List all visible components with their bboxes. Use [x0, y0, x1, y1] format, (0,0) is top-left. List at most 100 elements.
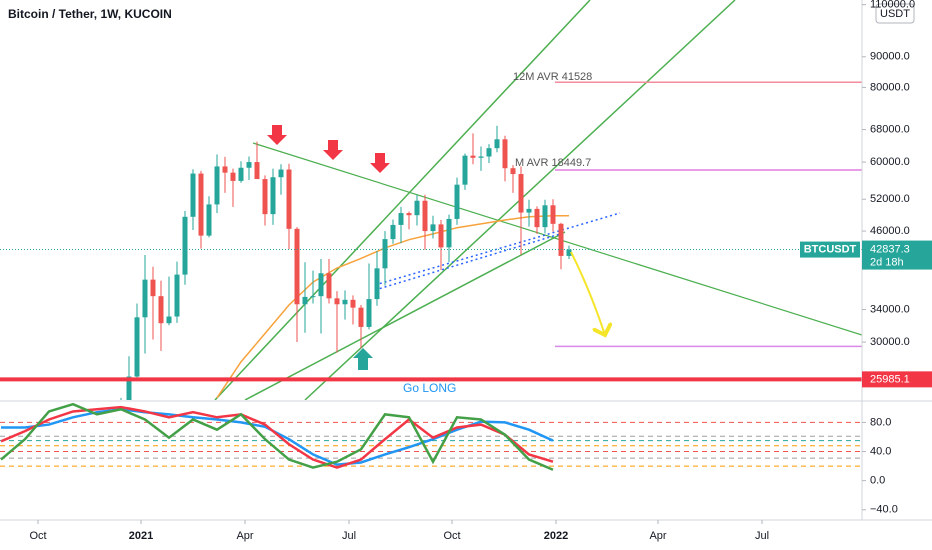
y-tick-label: 60000.0 — [870, 156, 910, 168]
candle-body — [526, 208, 532, 213]
x-tick-label: 2022 — [544, 530, 568, 542]
candle-body — [326, 273, 332, 299]
candle-body — [406, 213, 412, 216]
candle-body — [182, 216, 188, 275]
candle-body — [534, 208, 540, 228]
arrow — [570, 251, 605, 335]
candle-body — [390, 224, 396, 240]
y-tick-label: 68000.0 — [870, 123, 910, 135]
annotation: Go LONG — [403, 381, 456, 395]
arrow-up — [353, 348, 373, 370]
symbol: BTCUSDT — [804, 243, 857, 255]
indicator-pane — [0, 402, 862, 471]
currency-button[interactable] — [875, 3, 915, 24]
moving-average — [216, 214, 569, 399]
candle-body — [566, 249, 572, 256]
y-tick-label: −40.0 — [870, 504, 898, 516]
y-tick-label: 52000.0 — [870, 193, 910, 205]
y-tick-label: 40.0 — [870, 445, 891, 457]
candle-body — [358, 307, 364, 327]
trendline — [374, 233, 561, 291]
candle-body — [502, 139, 508, 169]
candle-body — [174, 274, 180, 317]
candle-body — [334, 298, 340, 305]
arrow-down — [370, 153, 390, 173]
candle-body — [134, 317, 140, 377]
price-box — [862, 240, 932, 270]
candle-body — [230, 172, 236, 181]
candle-body — [286, 169, 292, 229]
trendline — [244, 231, 566, 400]
candle-body — [518, 174, 524, 213]
x-tick-label: Jul — [755, 530, 769, 542]
candle-body — [430, 224, 436, 232]
candle-body — [366, 299, 372, 327]
candle-body — [262, 179, 268, 215]
candle-body — [462, 155, 468, 185]
candle-body — [246, 162, 252, 168]
candle-body — [454, 184, 460, 219]
y-tick-label: 90000.0 — [870, 51, 910, 63]
candle-body — [350, 299, 356, 308]
last-price: 42837.3 — [870, 243, 910, 255]
candle-body — [302, 296, 308, 305]
y-tick-label: 34000.0 — [870, 303, 910, 315]
support-label: 25985.1 — [870, 373, 910, 385]
candle-body — [198, 173, 204, 236]
candle-body — [422, 200, 428, 232]
candle-body — [126, 376, 132, 400]
arrow-down — [323, 140, 343, 160]
candle-body — [558, 223, 564, 256]
candle-body — [214, 166, 220, 205]
currency[interactable]: USDT — [880, 8, 910, 20]
candle-body — [438, 224, 444, 248]
candle-body — [206, 204, 212, 236]
x-tick-label: Oct — [29, 530, 46, 542]
candle-body — [414, 200, 420, 216]
y-tick-label: 46000.0 — [870, 225, 910, 237]
y-tick-label: 80000.0 — [870, 81, 910, 93]
x-tick-label: Apr — [649, 530, 666, 542]
x-tick-label: 2021 — [129, 530, 153, 542]
candle-body — [270, 177, 276, 215]
trendline — [214, 0, 591, 400]
axis-panel — [862, 0, 932, 550]
candle-body — [190, 173, 196, 217]
countdown: 2d 18h — [870, 256, 904, 268]
candle-body — [294, 228, 300, 305]
candle-body — [470, 155, 476, 158]
price-pane — [0, 0, 862, 400]
chart-title: Bitcoin / Tether, 1W, KUCOIN — [8, 7, 172, 21]
drawings — [267, 125, 605, 370]
y-tick-label: 30000.0 — [870, 336, 910, 348]
candle-body — [382, 239, 388, 269]
annotation: 12M AVR 41528 — [513, 71, 592, 83]
candle-body — [254, 162, 260, 180]
candle-body — [150, 279, 156, 297]
candle-body — [486, 148, 492, 157]
candle-body — [278, 169, 284, 178]
symbol-box — [800, 241, 860, 258]
x-tick-label: Apr — [236, 530, 253, 542]
candle-body — [142, 279, 148, 318]
candle-body — [494, 139, 500, 149]
candle-body — [510, 168, 516, 175]
indicator-line — [0, 405, 554, 469]
candle-body — [158, 296, 164, 324]
candle-body — [222, 166, 228, 173]
candle-body — [478, 156, 484, 158]
support-label-box — [862, 371, 932, 388]
candle-body — [446, 218, 452, 248]
arrow-down — [267, 125, 287, 145]
candle-body — [238, 167, 244, 181]
candle-body — [166, 316, 172, 324]
y-tick-label: 80.0 — [870, 416, 891, 428]
candle-body — [318, 273, 324, 297]
candle-body — [550, 205, 556, 224]
indicator-line — [0, 402, 554, 471]
x-tick-label: Oct — [443, 530, 460, 542]
candle-body — [374, 268, 380, 300]
candle-body — [398, 213, 404, 225]
x-tick-label: Jul — [342, 530, 356, 542]
